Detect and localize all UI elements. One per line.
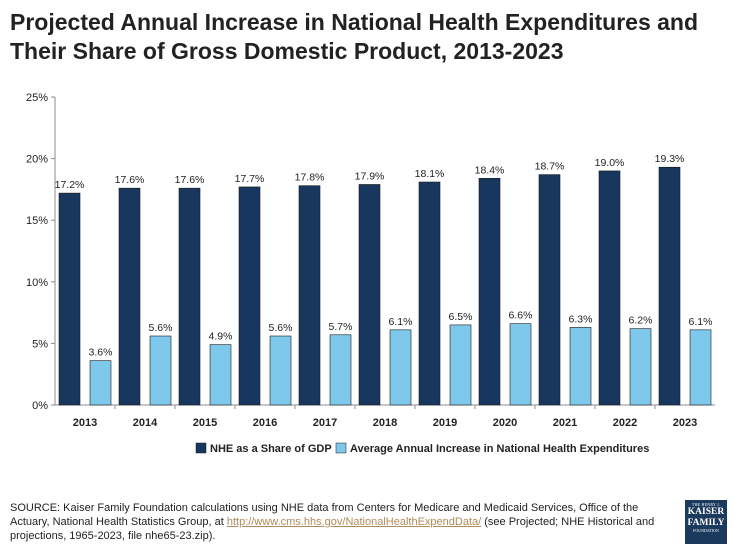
- legend-swatch: [335, 442, 347, 454]
- data-label: 18.1%: [415, 168, 445, 180]
- logo-line-1: THE HENRY J.: [691, 502, 721, 507]
- x-tick-label: 2013: [73, 417, 97, 429]
- bar-annual-increase: [569, 327, 592, 406]
- bar-nhe-share-gdp: [598, 170, 621, 406]
- legend-label: NHE as a Share of GDP: [210, 443, 332, 455]
- data-label: 17.2%: [55, 179, 85, 191]
- data-label: 17.6%: [115, 174, 145, 186]
- bar-nhe-share-gdp: [298, 185, 321, 406]
- x-tick-label: 2022: [613, 417, 637, 429]
- bar-nhe-share-gdp: [58, 192, 81, 406]
- bar-nhe-share-gdp: [478, 178, 501, 406]
- x-tick-label: 2019: [433, 417, 457, 429]
- data-label: 17.6%: [175, 174, 205, 186]
- x-tick-label: 2016: [253, 417, 277, 429]
- logo-line-2: KAISER: [687, 507, 725, 517]
- chart-title: Projected Annual Increase in National He…: [10, 9, 699, 64]
- data-label: 6.1%: [689, 316, 713, 328]
- x-tick-label: 2014: [133, 417, 158, 429]
- bar-annual-increase: [149, 335, 172, 406]
- bar-nhe-share-gdp: [418, 181, 441, 406]
- bar-nhe-share-gdp: [118, 187, 141, 406]
- legend-label: Average Annual Increase in National Heal…: [350, 443, 649, 455]
- bar-chart: 0% 5% 10% 15% 20% 25% 17.2% 3.6% 2013 17.6% 5.6% 20…: [26, 92, 715, 455]
- y-tick-label: 10%: [26, 277, 48, 289]
- bar-annual-increase: [449, 324, 472, 406]
- bar-annual-increase: [689, 329, 712, 406]
- x-tick-label: 2020: [493, 417, 517, 429]
- data-label: 6.2%: [629, 315, 653, 327]
- data-label: 19.0%: [595, 157, 625, 169]
- data-label: 6.5%: [449, 311, 473, 323]
- source-link[interactable]: http://www.cms.hhs.gov/NationalHealthExp…: [226, 516, 482, 528]
- bar-annual-increase: [629, 328, 652, 406]
- y-tick-label: 25%: [26, 92, 48, 104]
- y-tick-label: 5%: [32, 338, 48, 350]
- bar-nhe-share-gdp: [658, 166, 681, 406]
- bar-annual-increase: [509, 323, 532, 406]
- data-label: 17.9%: [355, 170, 385, 182]
- source-note: SOURCE: Kaiser Family Foundation calcula…: [10, 501, 675, 543]
- data-label: 17.7%: [235, 173, 265, 185]
- data-label: 5.6%: [269, 322, 293, 334]
- bar-annual-increase: [389, 329, 412, 406]
- bar-annual-increase: [89, 360, 112, 406]
- bar-annual-increase: [209, 344, 232, 406]
- y-tick-label: 15%: [26, 215, 48, 227]
- kff-logo: THE HENRY J. KAISER FAMILY FOUNDATION: [685, 500, 727, 544]
- data-label: 6.6%: [509, 310, 533, 322]
- x-tick-label: 2023: [673, 417, 697, 429]
- bar-nhe-share-gdp: [238, 186, 261, 406]
- data-label: 5.6%: [149, 322, 173, 334]
- data-label: 3.6%: [89, 347, 113, 359]
- bar-nhe-share-gdp: [358, 184, 381, 406]
- data-label: 17.8%: [295, 172, 325, 184]
- bar-nhe-share-gdp: [538, 174, 561, 406]
- data-label: 18.4%: [475, 164, 505, 176]
- data-label: 5.7%: [329, 321, 353, 333]
- data-label: 19.3%: [655, 153, 685, 165]
- data-label: 18.7%: [535, 161, 565, 173]
- y-tick-label: 20%: [26, 154, 48, 166]
- logo-line-3: FAMILY: [687, 517, 725, 528]
- data-label: 6.3%: [569, 313, 593, 325]
- bar-annual-increase: [269, 335, 292, 406]
- x-tick-label: 2018: [373, 417, 397, 429]
- logo-line-4: FOUNDATION: [693, 528, 719, 533]
- data-label: 4.9%: [209, 331, 233, 343]
- x-tick-label: 2015: [193, 417, 217, 429]
- data-label: 6.1%: [389, 316, 413, 328]
- source-prefix: SOURCE: Kaiser Family Foundation calcula…: [10, 502, 639, 528]
- source-suffix: (see Projected; NHE Historical and proje…: [10, 516, 655, 542]
- x-tick-label: 2017: [313, 417, 337, 429]
- y-tick-label: 0%: [32, 400, 48, 412]
- bar-nhe-share-gdp: [178, 187, 201, 406]
- legend-swatch: [195, 442, 207, 454]
- bar-annual-increase: [329, 334, 352, 406]
- x-tick-label: 2021: [553, 417, 577, 429]
